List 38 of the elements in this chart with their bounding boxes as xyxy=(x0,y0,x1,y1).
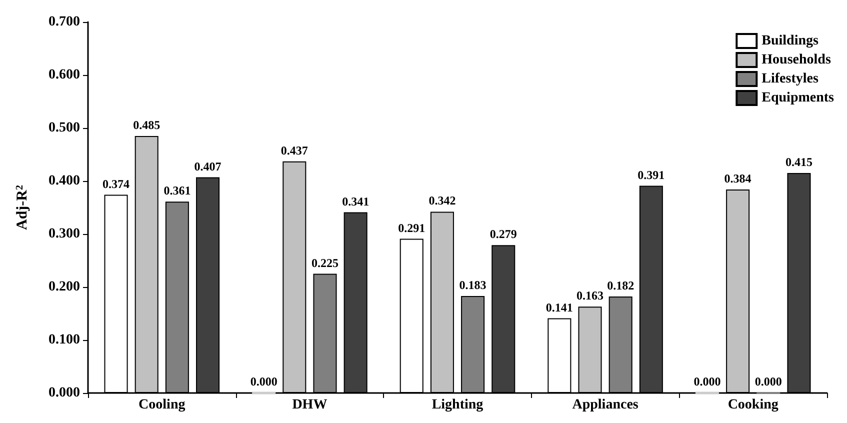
y-axis-title: Adj-R2 xyxy=(14,185,30,230)
data-label: 0.437 xyxy=(280,143,308,158)
x-tick-label: Lighting xyxy=(432,398,484,412)
x-tick-label: Cooking xyxy=(728,398,778,412)
legend-label: Lifestyles xyxy=(762,72,819,86)
data-label: 0.391 xyxy=(638,168,665,182)
data-label: 0.182 xyxy=(607,278,634,293)
data-label: 0.163 xyxy=(576,288,604,303)
y-tick-label: 0.000 xyxy=(48,386,80,400)
data-label: 0.141 xyxy=(546,300,573,314)
y-tick-label: 0.200 xyxy=(48,280,80,294)
data-label: 0.374 xyxy=(102,176,130,191)
y-tick-label: 0.100 xyxy=(48,332,80,348)
x-tick-label: DHW xyxy=(292,398,328,412)
data-label: 0.341 xyxy=(342,194,370,208)
data-label: 0.279 xyxy=(490,227,517,242)
y-tick-label: 0.700 xyxy=(48,14,80,30)
data-label: 0.000 xyxy=(694,374,721,388)
y-tick-label: 0.300 xyxy=(48,226,80,242)
data-label: 0.361 xyxy=(164,184,191,198)
data-label: 0.000 xyxy=(754,374,782,388)
data-label: 0.000 xyxy=(250,374,278,388)
data-label: 0.485 xyxy=(133,118,160,132)
data-label: 0.415 xyxy=(785,155,812,170)
legend-label: Households xyxy=(762,52,832,68)
data-label: 0.183 xyxy=(459,278,486,292)
data-label: 0.384 xyxy=(724,171,752,186)
legend-label: Equipments xyxy=(762,90,835,106)
y-tick-label: 0.600 xyxy=(48,68,80,82)
data-label: 0.342 xyxy=(428,194,456,208)
x-tick-label: Cooling xyxy=(138,398,186,412)
data-label: 0.291 xyxy=(398,220,426,235)
y-tick-label: 0.500 xyxy=(48,120,80,136)
y-tick-label: 0.400 xyxy=(48,174,80,188)
data-label: 0.407 xyxy=(194,159,222,174)
x-tick-label: Appliances xyxy=(572,398,639,412)
legend-label: Buildings xyxy=(762,34,820,48)
data-label: 0.225 xyxy=(311,256,338,270)
